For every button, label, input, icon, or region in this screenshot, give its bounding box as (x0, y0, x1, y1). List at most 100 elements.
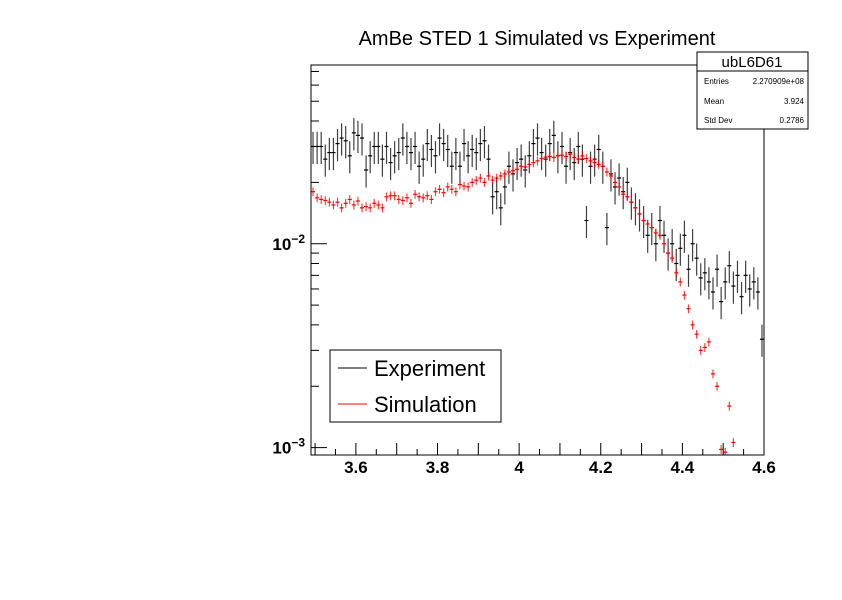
data-point (437, 123, 442, 156)
chart-title: AmBe STED 1 Simulated vs Experiment (359, 28, 716, 50)
data-point (331, 137, 336, 171)
data-point (376, 131, 381, 165)
stats-mean-label: Mean (704, 97, 724, 106)
data-point (698, 346, 703, 355)
data-point (723, 447, 728, 455)
data-point (719, 286, 724, 320)
data-point (539, 137, 544, 171)
data-point (572, 147, 577, 181)
data-point (527, 160, 532, 169)
data-point (486, 171, 491, 181)
data-point (425, 191, 430, 201)
stats-entries-label: Entries (704, 77, 729, 86)
data-point (315, 131, 320, 165)
data-point (588, 156, 593, 166)
data-point (417, 192, 422, 202)
data-point (576, 154, 581, 164)
x-tick-label: 4.6 (752, 458, 776, 477)
data-point (339, 123, 344, 156)
data-point (421, 144, 426, 177)
data-point (519, 161, 524, 171)
x-tick-label: 4 (514, 458, 524, 477)
data-point (670, 253, 675, 263)
data-point (531, 158, 536, 168)
data-point (396, 137, 401, 171)
data-point (555, 151, 560, 161)
data-point (604, 212, 609, 246)
data-point (335, 128, 340, 162)
data-point (613, 172, 618, 205)
data-point (519, 144, 524, 177)
legend: Experiment Simulation (329, 349, 502, 423)
data-point (702, 343, 707, 352)
series-simulation (311, 149, 736, 455)
data-point (551, 120, 556, 153)
data-point (388, 191, 393, 201)
data-point (347, 141, 352, 174)
data-point (335, 197, 340, 207)
data-point (490, 175, 495, 185)
data-point (515, 147, 520, 181)
data-point (490, 182, 495, 215)
data-point (392, 191, 397, 201)
data-point (694, 243, 699, 276)
data-point (445, 182, 450, 192)
data-point (331, 200, 336, 210)
data-point (466, 182, 471, 192)
data-point (584, 154, 589, 164)
data-point (421, 193, 426, 203)
data-point (408, 198, 414, 208)
data-point (653, 228, 658, 238)
data-point (486, 144, 491, 177)
data-point (413, 131, 418, 165)
data-point (690, 229, 695, 262)
data-point (482, 126, 487, 159)
data-point (392, 141, 397, 174)
data-point (396, 195, 401, 204)
stats-mean-value: 3.924 (784, 97, 805, 106)
data-point (580, 144, 585, 177)
data-point (543, 152, 548, 162)
data-point (702, 258, 707, 291)
data-point (449, 151, 454, 184)
legend-label-experiment: Experiment (374, 356, 485, 381)
data-point (731, 438, 736, 447)
data-point (368, 141, 373, 174)
data-point (327, 137, 332, 171)
data-point (751, 267, 756, 300)
data-point (706, 267, 711, 300)
series-experiment (311, 118, 764, 357)
data-point (510, 166, 516, 176)
data-point (437, 184, 442, 194)
data-point (470, 178, 475, 187)
data-point (482, 178, 487, 187)
data-point (380, 144, 385, 177)
data-point (649, 223, 654, 233)
data-point (376, 200, 381, 210)
data-point (735, 260, 740, 293)
data-point (372, 131, 377, 165)
data-point (592, 158, 597, 168)
data-point (441, 188, 446, 198)
data-point (747, 274, 752, 307)
data-point (494, 173, 499, 183)
data-point (613, 178, 618, 187)
data-point (715, 381, 720, 391)
data-point (351, 200, 356, 210)
data-point (462, 181, 467, 191)
x-tick-label: 4.2 (589, 458, 613, 477)
x-tick-label: 3.8 (426, 458, 450, 477)
data-point (400, 196, 405, 206)
data-point (311, 131, 316, 165)
data-point (678, 233, 683, 266)
data-point (429, 134, 434, 168)
data-point (523, 162, 528, 172)
stats-entries-value: 2.270909e+08 (753, 77, 805, 86)
plot-area (311, 118, 764, 455)
data-point (466, 141, 471, 174)
data-point (474, 175, 479, 185)
data-point (645, 219, 650, 229)
data-point (759, 324, 764, 357)
stats-stddev-label: Std Dev (704, 116, 732, 125)
data-point (351, 118, 356, 151)
